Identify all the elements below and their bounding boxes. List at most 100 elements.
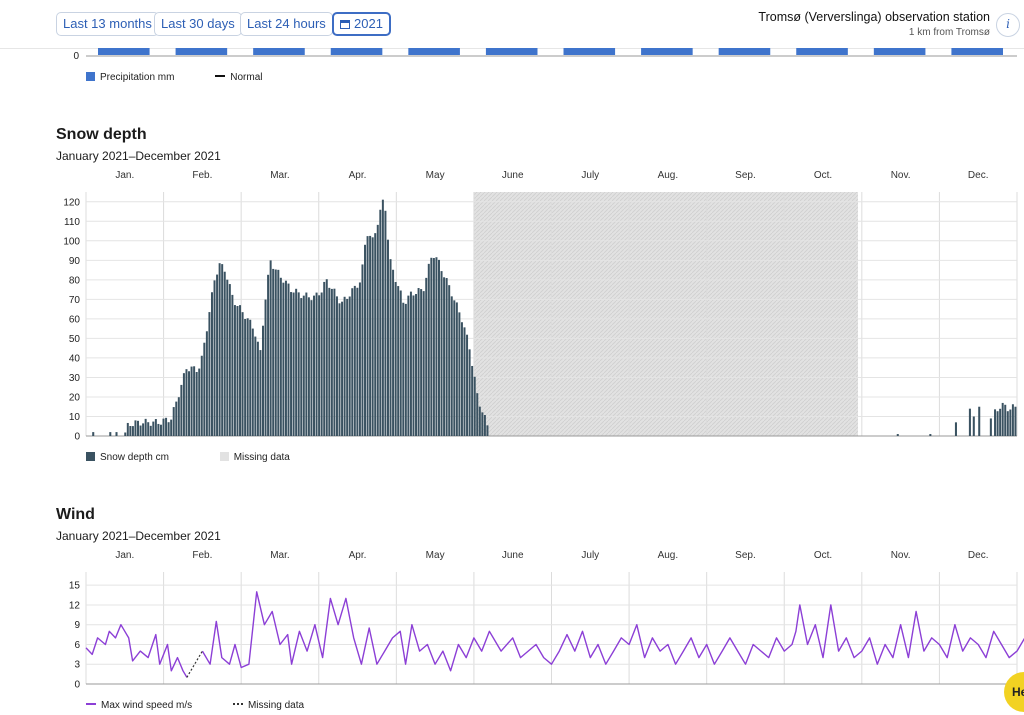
snow-depth-bar [239, 305, 242, 436]
snow-y-tick-label: 120 [63, 197, 80, 208]
snow-y-tick-label: 110 [64, 217, 80, 228]
wind-legend-label: Max wind speed m/s [101, 700, 193, 711]
snow-depth-bar [896, 434, 899, 436]
snow-depth-bar [386, 239, 389, 436]
snow-depth-bar [261, 325, 264, 436]
snow-depth-bar [157, 423, 160, 436]
snow-depth-bar [193, 366, 196, 436]
wind-month-label: Jan. [115, 550, 134, 561]
precipitation-bar [98, 48, 150, 55]
precipitation-y-tick-label: 0 [73, 51, 79, 62]
snow-depth-bar [407, 295, 410, 436]
snow-depth-bar [1011, 404, 1014, 436]
snow-depth-bar [228, 284, 231, 436]
snow-depth-bar [399, 290, 402, 436]
snow-depth-bar [954, 422, 957, 436]
top-toolbar: Last 13 months Last 30 days Last 24 hour… [0, 0, 1024, 49]
last-30-days-label: Last 30 days [161, 16, 235, 31]
snow-depth-bar [351, 288, 354, 436]
precipitation-bar [563, 48, 616, 55]
precipitation-legend-label: Precipitation mm [100, 72, 175, 83]
wind-month-label: Sep. [735, 550, 756, 561]
snow-depth-bar [310, 300, 313, 436]
snow-depth-bar [435, 257, 438, 436]
snow-depth-bar [126, 422, 129, 436]
last-24-hours-button[interactable]: Last 24 hours [240, 12, 333, 36]
snow-month-label: Dec. [968, 170, 989, 181]
snow-depth-bar [284, 280, 287, 436]
last-13-months-button[interactable]: Last 13 months [56, 12, 159, 36]
precipitation-bar [175, 48, 228, 55]
snow-depth-bar [369, 235, 372, 436]
snow-depth-bar [476, 393, 479, 436]
snow-depth-bar [159, 424, 162, 436]
snow-depth-bar [379, 209, 382, 436]
snow-y-tick-label: 50 [69, 334, 81, 345]
snow-depth-bar [371, 237, 374, 436]
snow-depth-bar [358, 282, 361, 436]
snow-depth-bar [1014, 406, 1017, 436]
snow-y-tick-label: 20 [69, 392, 81, 403]
snow-depth-bar [172, 407, 175, 436]
snow-depth-bar [432, 258, 435, 436]
snow-depth-bar [287, 283, 290, 436]
snow-depth-bar [318, 295, 321, 436]
snow-depth-bar [392, 269, 395, 436]
snow-depth-bar [417, 288, 420, 436]
snow-depth-bar [473, 376, 476, 436]
snow-depth-bar [223, 271, 226, 436]
last-30-days-button[interactable]: Last 30 days [154, 12, 242, 36]
snow-depth-bar [320, 292, 323, 436]
last-13-months-label: Last 13 months [63, 16, 152, 31]
snow-depth-chart: Jan. Feb. Mar. Apr. May June July Aug. Sep. Oct. N… [63, 170, 1018, 443]
snow-y-tick-label: 40 [69, 353, 81, 364]
info-icon[interactable]: i [996, 13, 1020, 37]
wind-chart: Jan. Feb. Mar. Apr. May June July Aug. Sep. Oct. N… [69, 550, 1024, 691]
wind-month-label: Mar. [270, 550, 289, 561]
precipitation-bar [641, 48, 693, 55]
snow-depth-bar [305, 292, 308, 436]
snow-depth-bar [471, 365, 474, 436]
snow-depth-bar [381, 199, 384, 436]
snow-depth-bar [188, 371, 191, 436]
precipitation-bar [951, 48, 1003, 55]
snow-depth-bar [468, 349, 471, 436]
snow-depth-bar [315, 292, 318, 436]
snow-depth-bar [313, 295, 316, 436]
snow-depth-bar [185, 369, 188, 436]
snow-depth-bar [430, 257, 433, 436]
snow-depth-bar [356, 287, 359, 436]
wind-missing-legend-label: Missing data [247, 700, 305, 711]
snow-depth-bar [282, 282, 285, 436]
snow-depth-bar [420, 289, 423, 436]
snow-depth-bar [348, 296, 351, 436]
snow-depth-bar [404, 303, 407, 436]
wind-month-label: Aug. [658, 550, 679, 561]
wind-month-label: Feb. [192, 550, 212, 561]
snow-depth-bar [302, 295, 305, 436]
snow-depth-legend-label: Snow depth cm [100, 452, 169, 463]
snow-depth-bar [343, 296, 346, 436]
precipitation-bar [485, 48, 538, 55]
info-icon-label: i [1006, 17, 1010, 31]
help-label: He [1012, 685, 1024, 699]
precipitation-swatch [86, 72, 95, 81]
snow-depth-bar [241, 312, 244, 436]
snow-depth-bar [170, 419, 173, 436]
snow-depth-bar [139, 425, 142, 436]
snow-depth-bar [415, 294, 418, 436]
year-2021-button[interactable]: 2021 [332, 12, 391, 36]
snow-depth-bar [213, 280, 216, 436]
snow-month-label: June [502, 170, 524, 181]
help-button[interactable]: He [1004, 672, 1024, 712]
snow-depth-bar [221, 264, 224, 436]
snow-depth-bar [203, 342, 206, 436]
snow-depth-bar [182, 373, 185, 436]
wind-missing-swatch [232, 703, 243, 705]
wind-month-label: June [502, 550, 524, 561]
snow-depth-bar [335, 296, 338, 436]
snow-depth-bar [425, 277, 428, 436]
snow-depth-bar [463, 327, 466, 436]
snow-depth-swatch [86, 452, 95, 461]
snow-depth-bar [478, 406, 481, 436]
